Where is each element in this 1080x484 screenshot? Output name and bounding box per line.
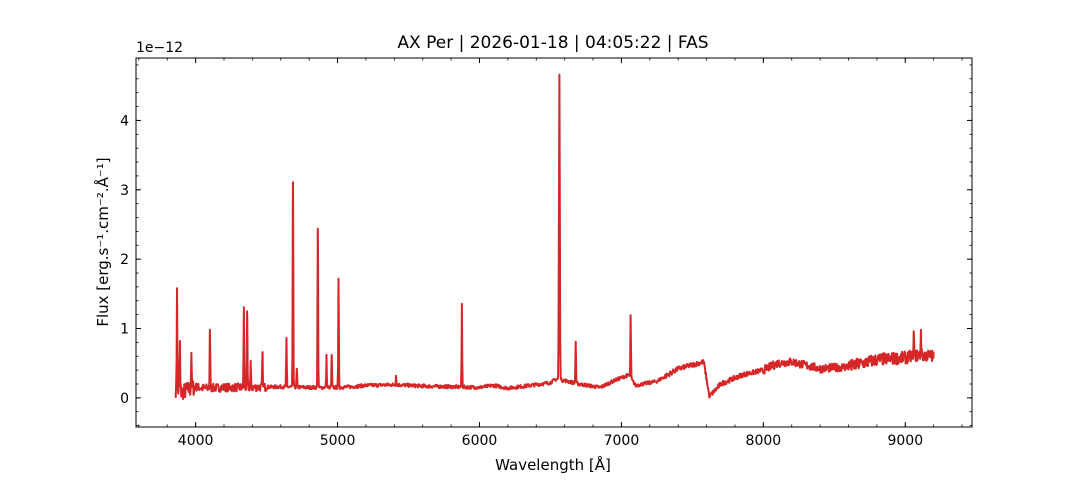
spectrum-line bbox=[174, 73, 935, 401]
plot-frame bbox=[135, 57, 973, 428]
y-tick-label: 1 bbox=[120, 322, 129, 338]
x-tick-label: 7000 bbox=[604, 433, 640, 449]
x-tick-label: 8000 bbox=[746, 433, 782, 449]
y-tick-label: 2 bbox=[120, 252, 129, 268]
y-tick-label: 4 bbox=[120, 113, 129, 129]
x-tick-label: 4000 bbox=[178, 433, 214, 449]
x-tick-label: 9000 bbox=[887, 433, 923, 449]
y-axis-label: Flux [erg.s⁻¹.cm⁻².Å⁻¹] bbox=[93, 157, 112, 326]
y-tick-label: 3 bbox=[120, 183, 129, 199]
y-tick-label: 0 bbox=[120, 391, 129, 407]
y-offset-label: 1e−12 bbox=[136, 40, 183, 56]
x-tick-label: 5000 bbox=[320, 433, 356, 449]
x-axis-label: Wavelength [Å] bbox=[495, 455, 611, 474]
chart-title: AX Per | 2026-01-18 | 04:05:22 | FAS bbox=[397, 33, 708, 53]
x-tick-label: 6000 bbox=[462, 433, 498, 449]
